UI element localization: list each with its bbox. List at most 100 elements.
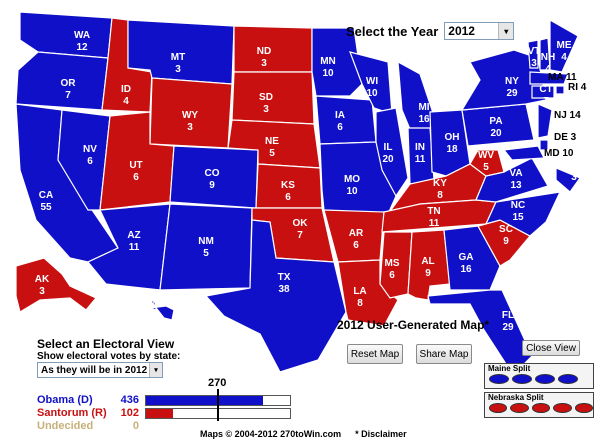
- electoral-view-value: As they will be in 2012: [41, 364, 148, 376]
- state-label-md: MD 10: [544, 148, 574, 159]
- year-selector: Select the Year 2012 ▾: [346, 22, 515, 40]
- footer: Maps © 2004-2012 270toWin.com * Disclaim…: [200, 429, 407, 439]
- state-label-ct: CT 7: [539, 84, 552, 107]
- state-label-ar: AR 6: [349, 228, 364, 251]
- state-label-ca: CA 55: [39, 190, 53, 213]
- state-nj[interactable]: [537, 103, 553, 139]
- nebraska-split-panel: Nebraska Split: [484, 392, 594, 418]
- state-or[interactable]: [15, 51, 109, 111]
- state-tx[interactable]: [204, 219, 347, 373]
- tally-santorum: Santorum (R) 102: [37, 407, 139, 419]
- nebraska-split-dot[interactable]: [531, 403, 551, 413]
- state-ny[interactable]: [460, 49, 547, 111]
- tally-votes: 102: [120, 407, 139, 419]
- threshold-marker: [217, 389, 219, 421]
- close-view-button[interactable]: Close View: [522, 340, 580, 356]
- state-hi[interactable]: [148, 298, 175, 321]
- state-label-de: DE 3: [554, 132, 577, 143]
- state-label-ri: RI 4: [568, 82, 587, 93]
- state-label-la: LA 8: [353, 286, 366, 309]
- state-label-nc: NC 15: [511, 200, 525, 223]
- maine-split-title: Maine Split: [488, 364, 531, 373]
- maine-split-dot[interactable]: [489, 374, 509, 384]
- state-ma[interactable]: [529, 71, 569, 85]
- state-nc[interactable]: [477, 191, 562, 237]
- state-ia[interactable]: [315, 95, 377, 145]
- state-ak[interactable]: [15, 257, 97, 313]
- state-md[interactable]: [502, 145, 545, 161]
- state-il[interactable]: [375, 107, 409, 198]
- state-label-mt: MT 3: [171, 52, 185, 75]
- state-vt[interactable]: [527, 39, 539, 69]
- state-label-nv: NV 6: [83, 144, 97, 167]
- obama-bar-fill: [146, 396, 263, 405]
- state-sd[interactable]: [231, 71, 315, 125]
- state-label-ky: KY 8: [433, 178, 447, 201]
- maine-split-dot[interactable]: [558, 374, 578, 384]
- state-label-ny: NY 29: [505, 76, 519, 99]
- state-label-ia: IA 6: [335, 110, 345, 133]
- state-label-nj: NJ 14: [554, 110, 581, 121]
- state-wa[interactable]: [19, 11, 113, 59]
- state-label-wa: WA 12: [74, 30, 90, 53]
- electoral-view-subtitle: Show electoral votes by state:: [37, 351, 181, 362]
- credit-text[interactable]: Maps © 2004-2012 270toWin.com: [200, 429, 342, 439]
- state-mn[interactable]: [311, 27, 363, 97]
- year-value: 2012: [448, 24, 475, 38]
- state-label-pa: PA 20: [489, 116, 502, 139]
- state-de[interactable]: [539, 139, 549, 151]
- chevron-down-icon[interactable]: ▾: [149, 363, 162, 377]
- state-label-mo: MO 10: [344, 174, 360, 197]
- tally-votes: 436: [120, 394, 139, 406]
- state-label-sc: SC 9: [499, 224, 513, 247]
- state-ct[interactable]: [531, 85, 555, 99]
- nebraska-split-dot[interactable]: [489, 403, 508, 413]
- state-label-tx: TX 38: [278, 272, 291, 295]
- state-label-co: CO 9: [205, 168, 220, 191]
- maine-split-dot[interactable]: [512, 374, 532, 384]
- tally-name: Santorum (R): [37, 407, 107, 419]
- disclaimer-link[interactable]: * Disclaimer: [355, 429, 407, 439]
- state-label-fl: FL 29: [502, 310, 514, 333]
- maine-split-panel: Maine Split: [484, 363, 594, 389]
- chevron-down-icon[interactable]: ▾: [498, 23, 514, 39]
- nebraska-split-title: Nebraska Split: [488, 393, 544, 402]
- state-label-dc: DC 3: [567, 160, 581, 183]
- nebraska-split-dot[interactable]: [574, 403, 594, 413]
- state-label-tn: TN 11: [427, 206, 440, 229]
- tally-undecided: Undecided 0: [37, 420, 139, 432]
- map-title: 2012 User-Generated Map*: [337, 318, 490, 332]
- state-nd[interactable]: [233, 25, 313, 73]
- maine-split-dot[interactable]: [535, 374, 555, 384]
- state-ga[interactable]: [443, 225, 501, 291]
- state-label-ne: NE 5: [265, 136, 279, 159]
- state-label-ma: MA 11: [548, 72, 577, 83]
- state-label-vt: VT 3: [528, 46, 541, 69]
- state-label-hi: HI 4: [149, 288, 159, 311]
- state-ri[interactable]: [555, 85, 565, 95]
- state-ms[interactable]: [379, 231, 413, 299]
- nebraska-split-dot[interactable]: [553, 403, 572, 413]
- reset-map-button[interactable]: Reset Map: [347, 344, 403, 364]
- state-label-me: ME 4: [557, 40, 572, 63]
- state-nv[interactable]: [57, 109, 111, 211]
- tally-name: Obama (D): [37, 394, 93, 406]
- share-map-button[interactable]: Share Map: [416, 344, 472, 364]
- tally-obama: Obama (D) 436: [37, 394, 139, 406]
- electoral-view-title: Select an Electoral View: [37, 337, 175, 351]
- electoral-view-dropdown[interactable]: As they will be in 2012 ▾: [37, 362, 163, 378]
- state-label-ks: KS 6: [281, 180, 295, 203]
- state-wv[interactable]: [469, 149, 505, 177]
- state-label-sd: SD 3: [259, 92, 273, 115]
- state-label-va: VA 13: [509, 168, 522, 191]
- santorum-bar-fill: [146, 409, 174, 418]
- state-label-nm: NM 5: [198, 236, 214, 259]
- state-label-nh: NH 4: [541, 52, 555, 75]
- year-dropdown[interactable]: 2012 ▾: [444, 22, 515, 40]
- state-nm[interactable]: [159, 203, 253, 291]
- state-me[interactable]: [549, 18, 579, 73]
- state-dc[interactable]: [555, 167, 581, 193]
- state-la[interactable]: [337, 259, 399, 327]
- nebraska-split-dot[interactable]: [510, 403, 529, 413]
- state-label-or: OR 7: [61, 78, 77, 101]
